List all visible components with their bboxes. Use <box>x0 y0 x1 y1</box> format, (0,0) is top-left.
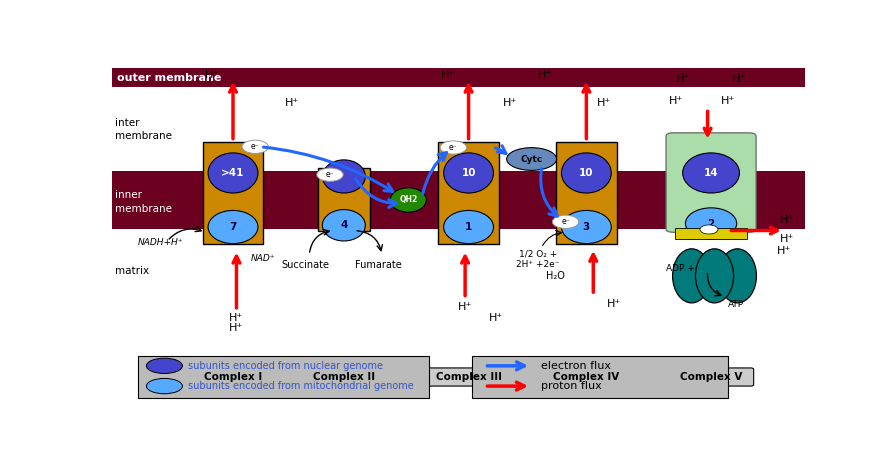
Ellipse shape <box>147 358 182 374</box>
Ellipse shape <box>391 188 426 212</box>
Text: 10: 10 <box>579 168 594 178</box>
FancyBboxPatch shape <box>426 368 511 386</box>
Ellipse shape <box>443 153 493 193</box>
Text: ATP: ATP <box>729 300 745 309</box>
Ellipse shape <box>507 148 557 170</box>
Text: H⁺: H⁺ <box>607 299 621 309</box>
Ellipse shape <box>147 378 182 394</box>
Text: H⁺: H⁺ <box>503 98 518 108</box>
Bar <box>318 168 370 231</box>
Text: NADH+H⁺: NADH+H⁺ <box>138 238 183 247</box>
Ellipse shape <box>323 210 366 241</box>
Text: 1/2 O₂ +
2H⁺ +2e⁻: 1/2 O₂ + 2H⁺ +2e⁻ <box>516 250 560 269</box>
Text: H₂O: H₂O <box>545 270 565 280</box>
FancyBboxPatch shape <box>669 368 754 386</box>
Text: H⁺: H⁺ <box>596 98 611 108</box>
Text: H⁺: H⁺ <box>458 302 472 312</box>
Text: >41: >41 <box>222 168 245 178</box>
Text: QH2: QH2 <box>399 196 417 204</box>
Text: 7: 7 <box>230 222 237 232</box>
Text: e⁻: e⁻ <box>561 217 569 226</box>
Text: H⁺: H⁺ <box>721 96 736 106</box>
Text: H⁺: H⁺ <box>780 215 795 225</box>
Text: H⁺: H⁺ <box>285 98 299 108</box>
Text: H⁺: H⁺ <box>230 323 243 333</box>
Text: Succinate: Succinate <box>282 260 330 270</box>
Ellipse shape <box>561 153 611 193</box>
Text: subunits encoded from nuclear genome: subunits encoded from nuclear genome <box>188 361 383 371</box>
Text: Complex V: Complex V <box>679 372 742 382</box>
Text: Cytc: Cytc <box>520 154 543 164</box>
Text: H⁺: H⁺ <box>670 96 684 106</box>
Text: e⁻: e⁻ <box>449 143 458 152</box>
Text: Complex III: Complex III <box>435 372 502 382</box>
Text: H⁺: H⁺ <box>230 313 243 323</box>
Text: 14: 14 <box>704 168 719 178</box>
FancyBboxPatch shape <box>301 368 386 386</box>
Ellipse shape <box>696 249 734 303</box>
Text: 1: 1 <box>465 222 472 232</box>
Bar <box>112 171 805 229</box>
Text: H⁺: H⁺ <box>489 313 503 323</box>
Text: electron flux: electron flux <box>542 361 611 371</box>
Text: matrix: matrix <box>115 265 149 275</box>
Text: e⁻: e⁻ <box>325 170 334 179</box>
Text: proton flux: proton flux <box>542 381 602 391</box>
Bar <box>112 68 805 87</box>
Text: Complex II: Complex II <box>313 372 375 382</box>
Bar <box>138 356 429 398</box>
Text: H⁺: H⁺ <box>731 74 746 84</box>
FancyBboxPatch shape <box>190 368 275 386</box>
Bar <box>438 141 499 245</box>
Ellipse shape <box>686 208 737 239</box>
Circle shape <box>316 168 343 181</box>
Circle shape <box>440 141 467 154</box>
Text: 4: 4 <box>341 220 348 230</box>
FancyBboxPatch shape <box>666 133 756 232</box>
Text: H⁺: H⁺ <box>777 246 791 256</box>
Text: H⁺: H⁺ <box>441 70 455 80</box>
Text: ADP + Pi: ADP + Pi <box>666 264 705 273</box>
Ellipse shape <box>672 249 711 303</box>
Bar <box>556 141 617 245</box>
Text: H⁺: H⁺ <box>780 234 795 244</box>
FancyBboxPatch shape <box>544 368 629 386</box>
Ellipse shape <box>683 153 739 193</box>
Bar <box>675 228 747 239</box>
Text: H⁺: H⁺ <box>537 70 552 80</box>
Text: Complex I: Complex I <box>204 372 262 382</box>
Circle shape <box>700 225 718 234</box>
Ellipse shape <box>208 211 258 244</box>
Text: 10: 10 <box>461 168 476 178</box>
Ellipse shape <box>323 160 366 193</box>
Text: inter
membrane: inter membrane <box>115 118 173 141</box>
Text: Complex IV: Complex IV <box>553 372 620 382</box>
Text: H⁺: H⁺ <box>205 70 219 80</box>
Ellipse shape <box>719 249 756 303</box>
Text: 2: 2 <box>707 218 714 228</box>
Text: inner
membrane: inner membrane <box>115 190 173 213</box>
Text: H⁺: H⁺ <box>676 74 690 84</box>
Ellipse shape <box>561 211 611 244</box>
Circle shape <box>552 215 578 228</box>
Bar <box>203 141 264 245</box>
Text: subunits encoded from mitochondrial genome: subunits encoded from mitochondrial geno… <box>188 381 414 391</box>
Bar <box>472 356 729 398</box>
Ellipse shape <box>443 211 493 244</box>
Text: Fumarate: Fumarate <box>355 260 402 270</box>
Text: outer membrane: outer membrane <box>117 73 222 83</box>
Ellipse shape <box>208 153 258 193</box>
Text: NAD⁺: NAD⁺ <box>250 254 274 263</box>
Text: 3: 3 <box>583 222 590 232</box>
Text: e⁻: e⁻ <box>251 142 259 151</box>
Circle shape <box>242 140 268 154</box>
